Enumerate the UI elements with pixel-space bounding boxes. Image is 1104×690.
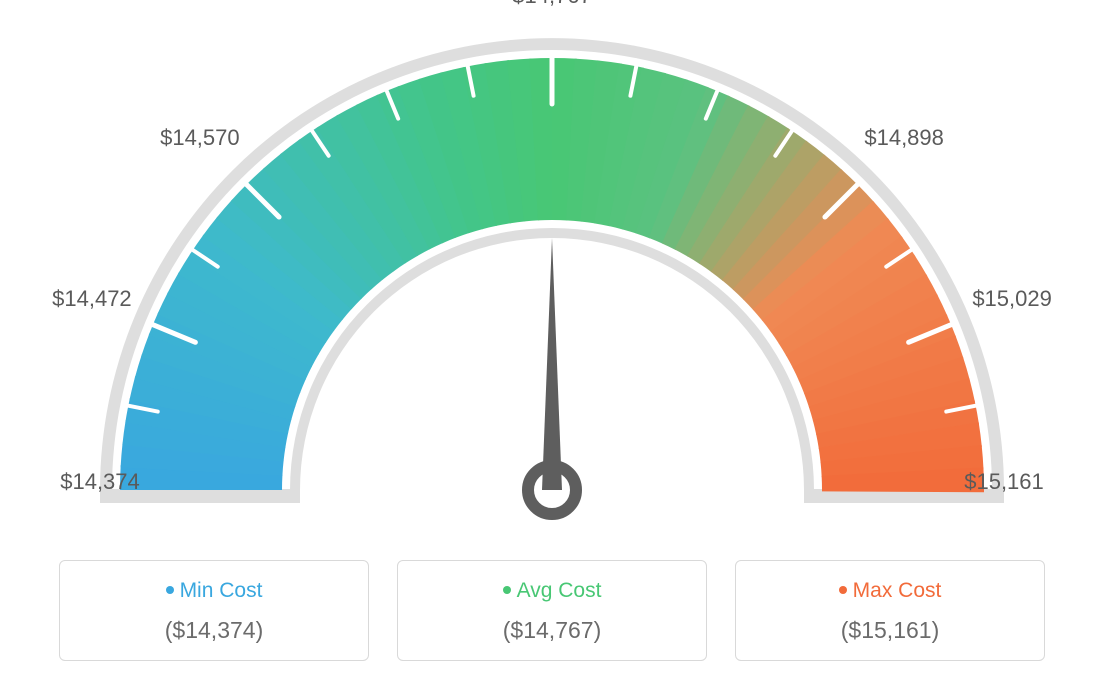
legend-title-text: Avg Cost xyxy=(517,579,602,602)
dot-icon xyxy=(166,586,174,594)
legend-value-min: ($14,374) xyxy=(60,617,368,644)
legend-card-max: Max Cost ($15,161) xyxy=(735,560,1045,661)
legend-title-min: Min Cost xyxy=(60,579,368,603)
dot-icon xyxy=(503,586,511,594)
gauge-chart: $14,374 $14,472 $14,570 $14,767 $14,898 $15,0… xyxy=(0,0,1104,550)
gauge-tick-label: $14,374 xyxy=(60,469,140,495)
legend-card-min: Min Cost ($14,374) xyxy=(59,560,369,661)
legend-card-avg: Avg Cost ($14,767) xyxy=(397,560,707,661)
dot-icon xyxy=(839,586,847,594)
legend-title-text: Max Cost xyxy=(853,579,942,602)
legend-value-max: ($15,161) xyxy=(736,617,1044,644)
gauge-svg xyxy=(0,0,1104,550)
gauge-tick-label: $14,767 xyxy=(512,0,592,9)
legend-value-avg: ($14,767) xyxy=(398,617,706,644)
legend-title-max: Max Cost xyxy=(736,579,1044,603)
gauge-tick-label: $15,029 xyxy=(972,286,1052,312)
gauge-tick-label: $14,472 xyxy=(52,286,132,312)
gauge-tick-label: $14,898 xyxy=(864,125,944,151)
legend-row: Min Cost ($14,374) Avg Cost ($14,767) Ma… xyxy=(0,560,1104,661)
legend-title-avg: Avg Cost xyxy=(398,579,706,603)
gauge-tick-label: $15,161 xyxy=(964,469,1044,495)
legend-title-text: Min Cost xyxy=(180,579,263,602)
gauge-tick-label: $14,570 xyxy=(160,125,240,151)
